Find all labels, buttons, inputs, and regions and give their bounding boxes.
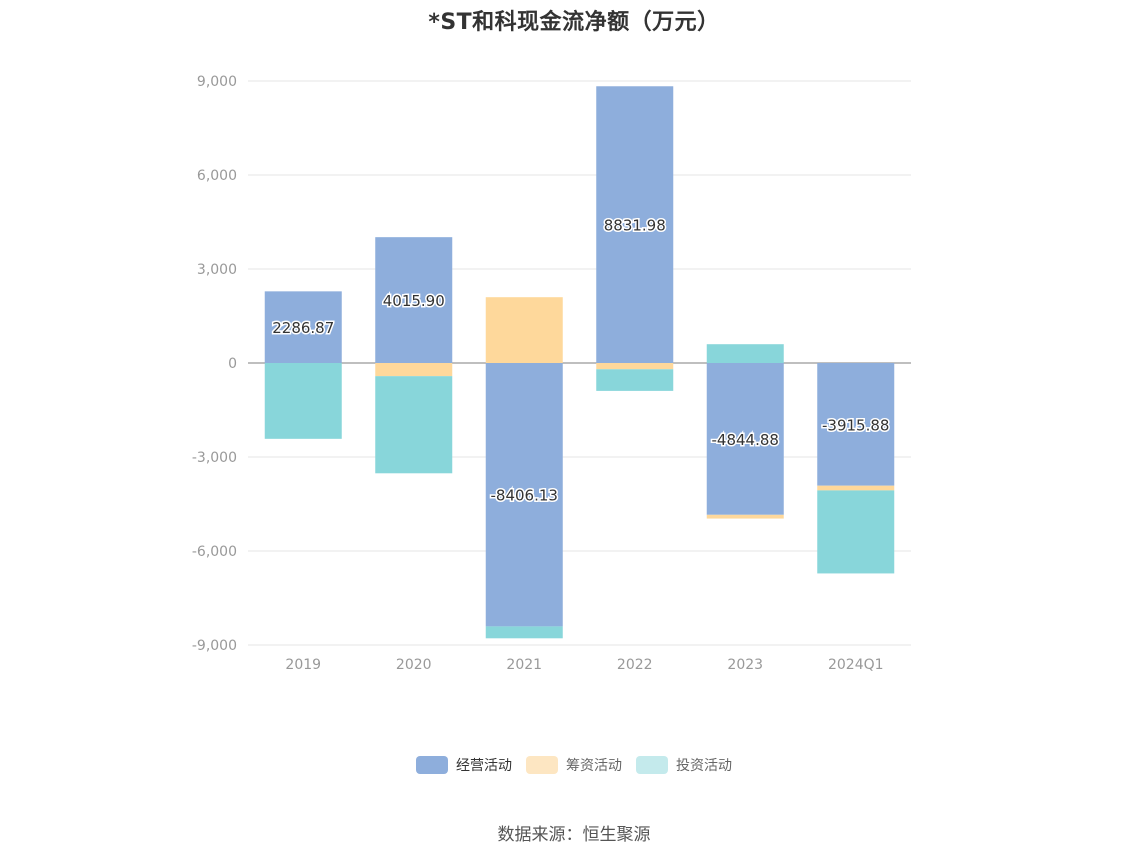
x-tick-label: 2021 xyxy=(506,657,542,673)
legend-label-operating: 经营活动 xyxy=(456,758,512,774)
chart-title: *ST和科现金流净额（万元） xyxy=(428,10,720,35)
bar-layer xyxy=(264,86,895,639)
x-tick-label: 2020 xyxy=(396,657,432,673)
bar-segment xyxy=(375,237,453,363)
y-tick-label: -6,000 xyxy=(192,544,237,560)
y-tick-label: 3,000 xyxy=(197,262,237,278)
bar-segment xyxy=(817,485,895,491)
legend-swatch-investing xyxy=(636,756,668,774)
bar-segment xyxy=(596,86,674,364)
bar-segment xyxy=(817,490,895,574)
bar-segment xyxy=(264,363,342,439)
data-label: -4844.88 xyxy=(712,431,779,449)
bar-segment xyxy=(264,291,342,363)
bar-segment xyxy=(485,626,563,639)
bar-segment xyxy=(596,363,674,370)
y-tick-label: 6,000 xyxy=(197,168,237,184)
data-label: -3915.88 xyxy=(822,416,889,434)
data-source: 数据来源：恒生聚源 xyxy=(497,825,651,845)
legend: 经营活动 筹资活动 投资活动 xyxy=(0,755,1148,775)
bar-segment xyxy=(596,369,674,391)
cash-flow-chart: 9,000 6,000 3,000 0 -3,000 -6,000 -9,000 2019 20… xyxy=(192,74,911,673)
legend-item-operating[interactable]: 经营活动 xyxy=(416,755,512,775)
bar-segment xyxy=(706,514,784,519)
y-tick-label: -3,000 xyxy=(192,450,237,466)
bar-segment xyxy=(485,363,563,627)
y-tick-label: 9,000 xyxy=(197,74,237,90)
label-layer: 2286.87 4015.90 -8406.13 8831.98 -4844.88 -39… xyxy=(271,215,891,506)
legend-label-investing: 投资活动 xyxy=(676,758,732,774)
legend-item-financing[interactable]: 筹资活动 xyxy=(526,755,622,775)
bar-segment xyxy=(485,297,563,363)
bar-segment xyxy=(706,344,784,363)
data-label: 8831.98 xyxy=(604,217,666,235)
x-tick-label: 2019 xyxy=(285,657,321,673)
x-tick-label: 2023 xyxy=(727,657,763,673)
x-tick-label: 2022 xyxy=(617,657,653,673)
legend-swatch-financing xyxy=(526,756,558,774)
legend-item-investing[interactable]: 投资活动 xyxy=(636,755,732,775)
legend-label-financing: 筹资活动 xyxy=(566,758,622,774)
data-label: 2286.87 xyxy=(272,319,334,337)
bar-segment xyxy=(375,376,453,474)
bar-segment xyxy=(817,363,895,486)
legend-swatch-operating xyxy=(416,756,448,774)
y-tick-label: 0 xyxy=(228,356,237,372)
bar-segment xyxy=(375,363,453,377)
data-label: -8406.13 xyxy=(491,487,558,505)
bar-segment xyxy=(706,363,784,515)
grid-layer: 9,000 6,000 3,000 0 -3,000 -6,000 -9,000 2019 20… xyxy=(192,74,911,673)
y-tick-label: -9,000 xyxy=(192,638,237,654)
data-label: 4015.90 xyxy=(383,292,445,310)
x-tick-label: 2024Q1 xyxy=(828,657,884,673)
